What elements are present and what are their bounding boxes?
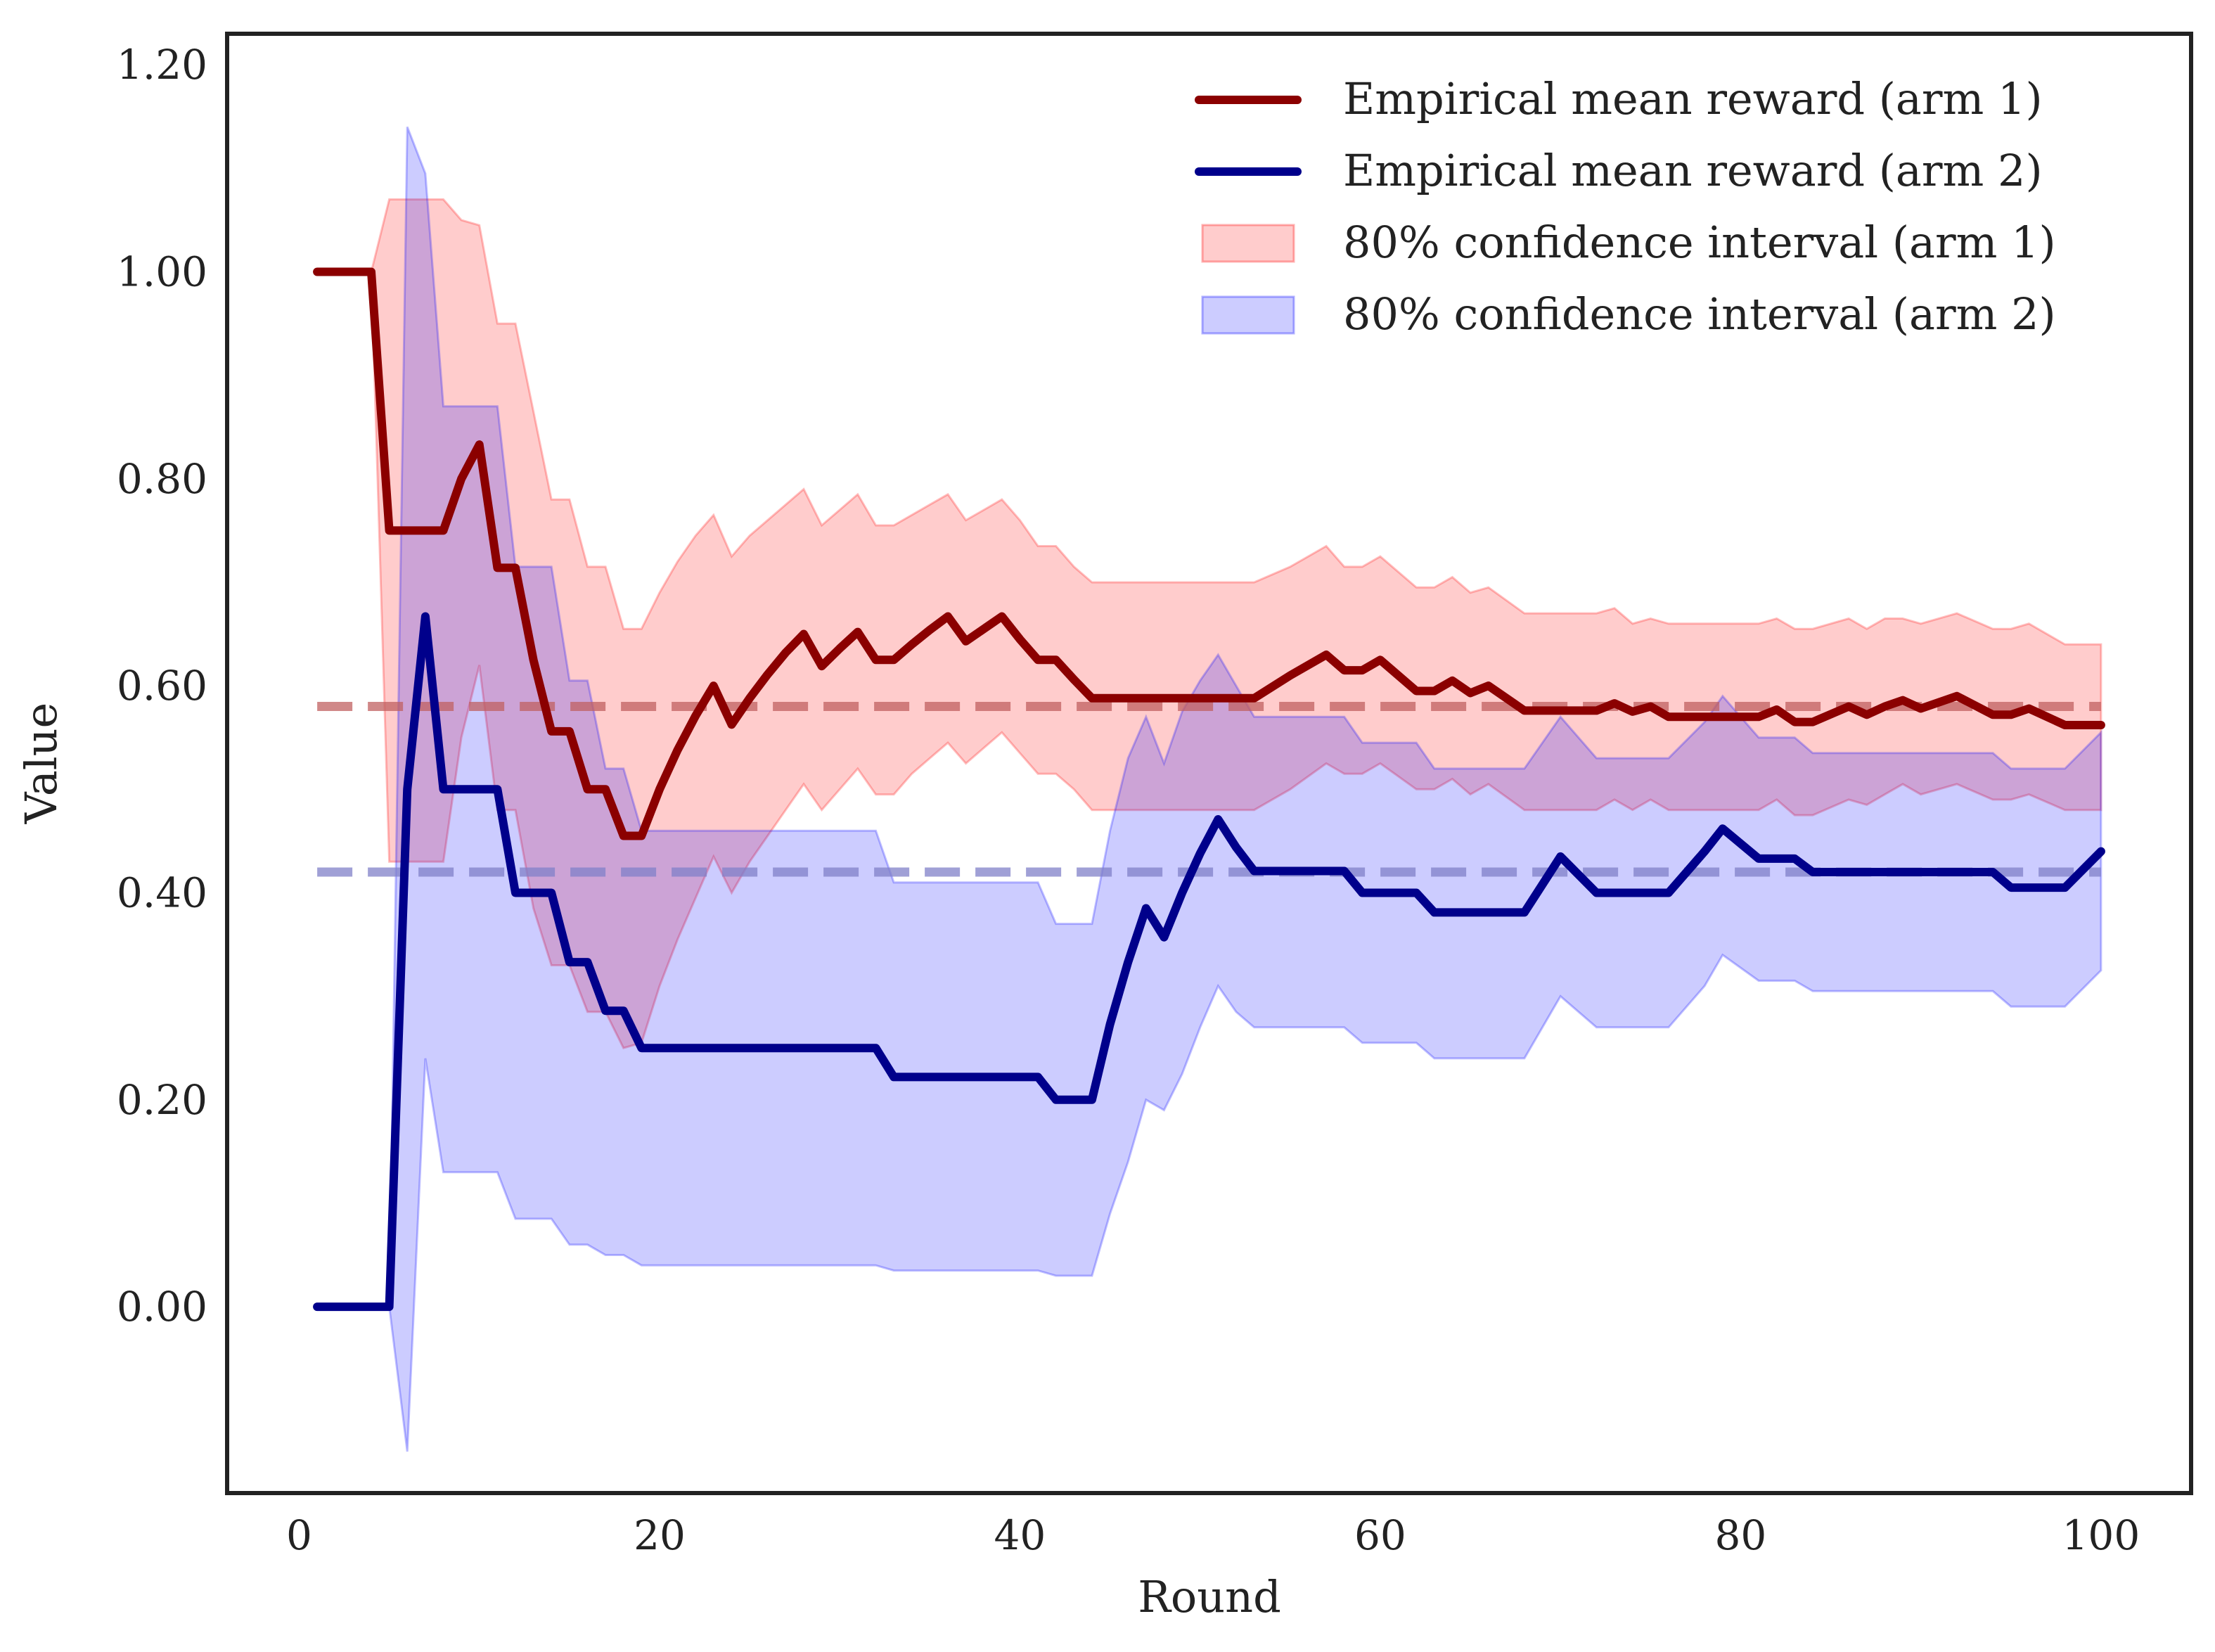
x-tick-label: 60 — [1354, 1511, 1406, 1559]
legend-entry-empirical-mean-reward-arm-2: Empirical mean reward (arm 2) — [1195, 145, 2043, 196]
x-axis-label: Round — [1138, 1571, 1281, 1622]
legend-entry-80-confidence-interval-arm-2: 80% confidence interval (arm 2) — [1201, 288, 2056, 340]
series-lines — [313, 267, 2105, 1312]
series-line-arm-2 — [313, 612, 2105, 1312]
plot-frame — [225, 32, 2193, 1495]
y-axis-ticks: 0.00 0.20 0.40 0.60 0.80 1.00 1.20 — [117, 41, 207, 1331]
y-tick-label: 1.00 — [117, 248, 207, 295]
x-tick-label: 0 — [286, 1511, 312, 1559]
legend-label: Empirical mean reward (arm 2) — [1343, 145, 2043, 196]
x-tick-label: 40 — [994, 1511, 1046, 1559]
x-axis-ticks: 0 20 40 60 80 100 — [286, 1511, 2140, 1559]
y-tick-label: 0.80 — [117, 455, 207, 503]
y-tick-label: 0.00 — [117, 1283, 207, 1331]
legend-swatch-patch — [1201, 224, 1295, 263]
y-axis-label: Value — [15, 703, 67, 825]
y-tick-label: 0.40 — [117, 869, 207, 916]
x-tick-label: 20 — [634, 1511, 686, 1559]
series-line-arm-1 — [313, 267, 2105, 840]
reference-lines — [317, 702, 2101, 877]
y-tick-label: 0.60 — [117, 662, 207, 710]
y-tick-label: 0.20 — [117, 1076, 207, 1124]
legend-label: 80% confidence interval (arm 1) — [1343, 217, 2056, 268]
legend-label: Empirical mean reward (arm 1) — [1343, 73, 2043, 124]
y-tick-label: 1.20 — [117, 41, 207, 89]
legend-label: 80% confidence interval (arm 2) — [1343, 288, 2056, 340]
legend-swatch-patch — [1201, 295, 1295, 335]
legend: Empirical mean reward (arm 1) Empirical m… — [1195, 73, 2056, 340]
legend-entry-80-confidence-interval-arm-1: 80% confidence interval (arm 1) — [1201, 217, 2056, 268]
x-tick-label: 100 — [2062, 1511, 2140, 1559]
legend-entry-empirical-mean-reward-arm-1: Empirical mean reward (arm 1) — [1195, 73, 2043, 124]
x-tick-label: 80 — [1714, 1511, 1766, 1559]
